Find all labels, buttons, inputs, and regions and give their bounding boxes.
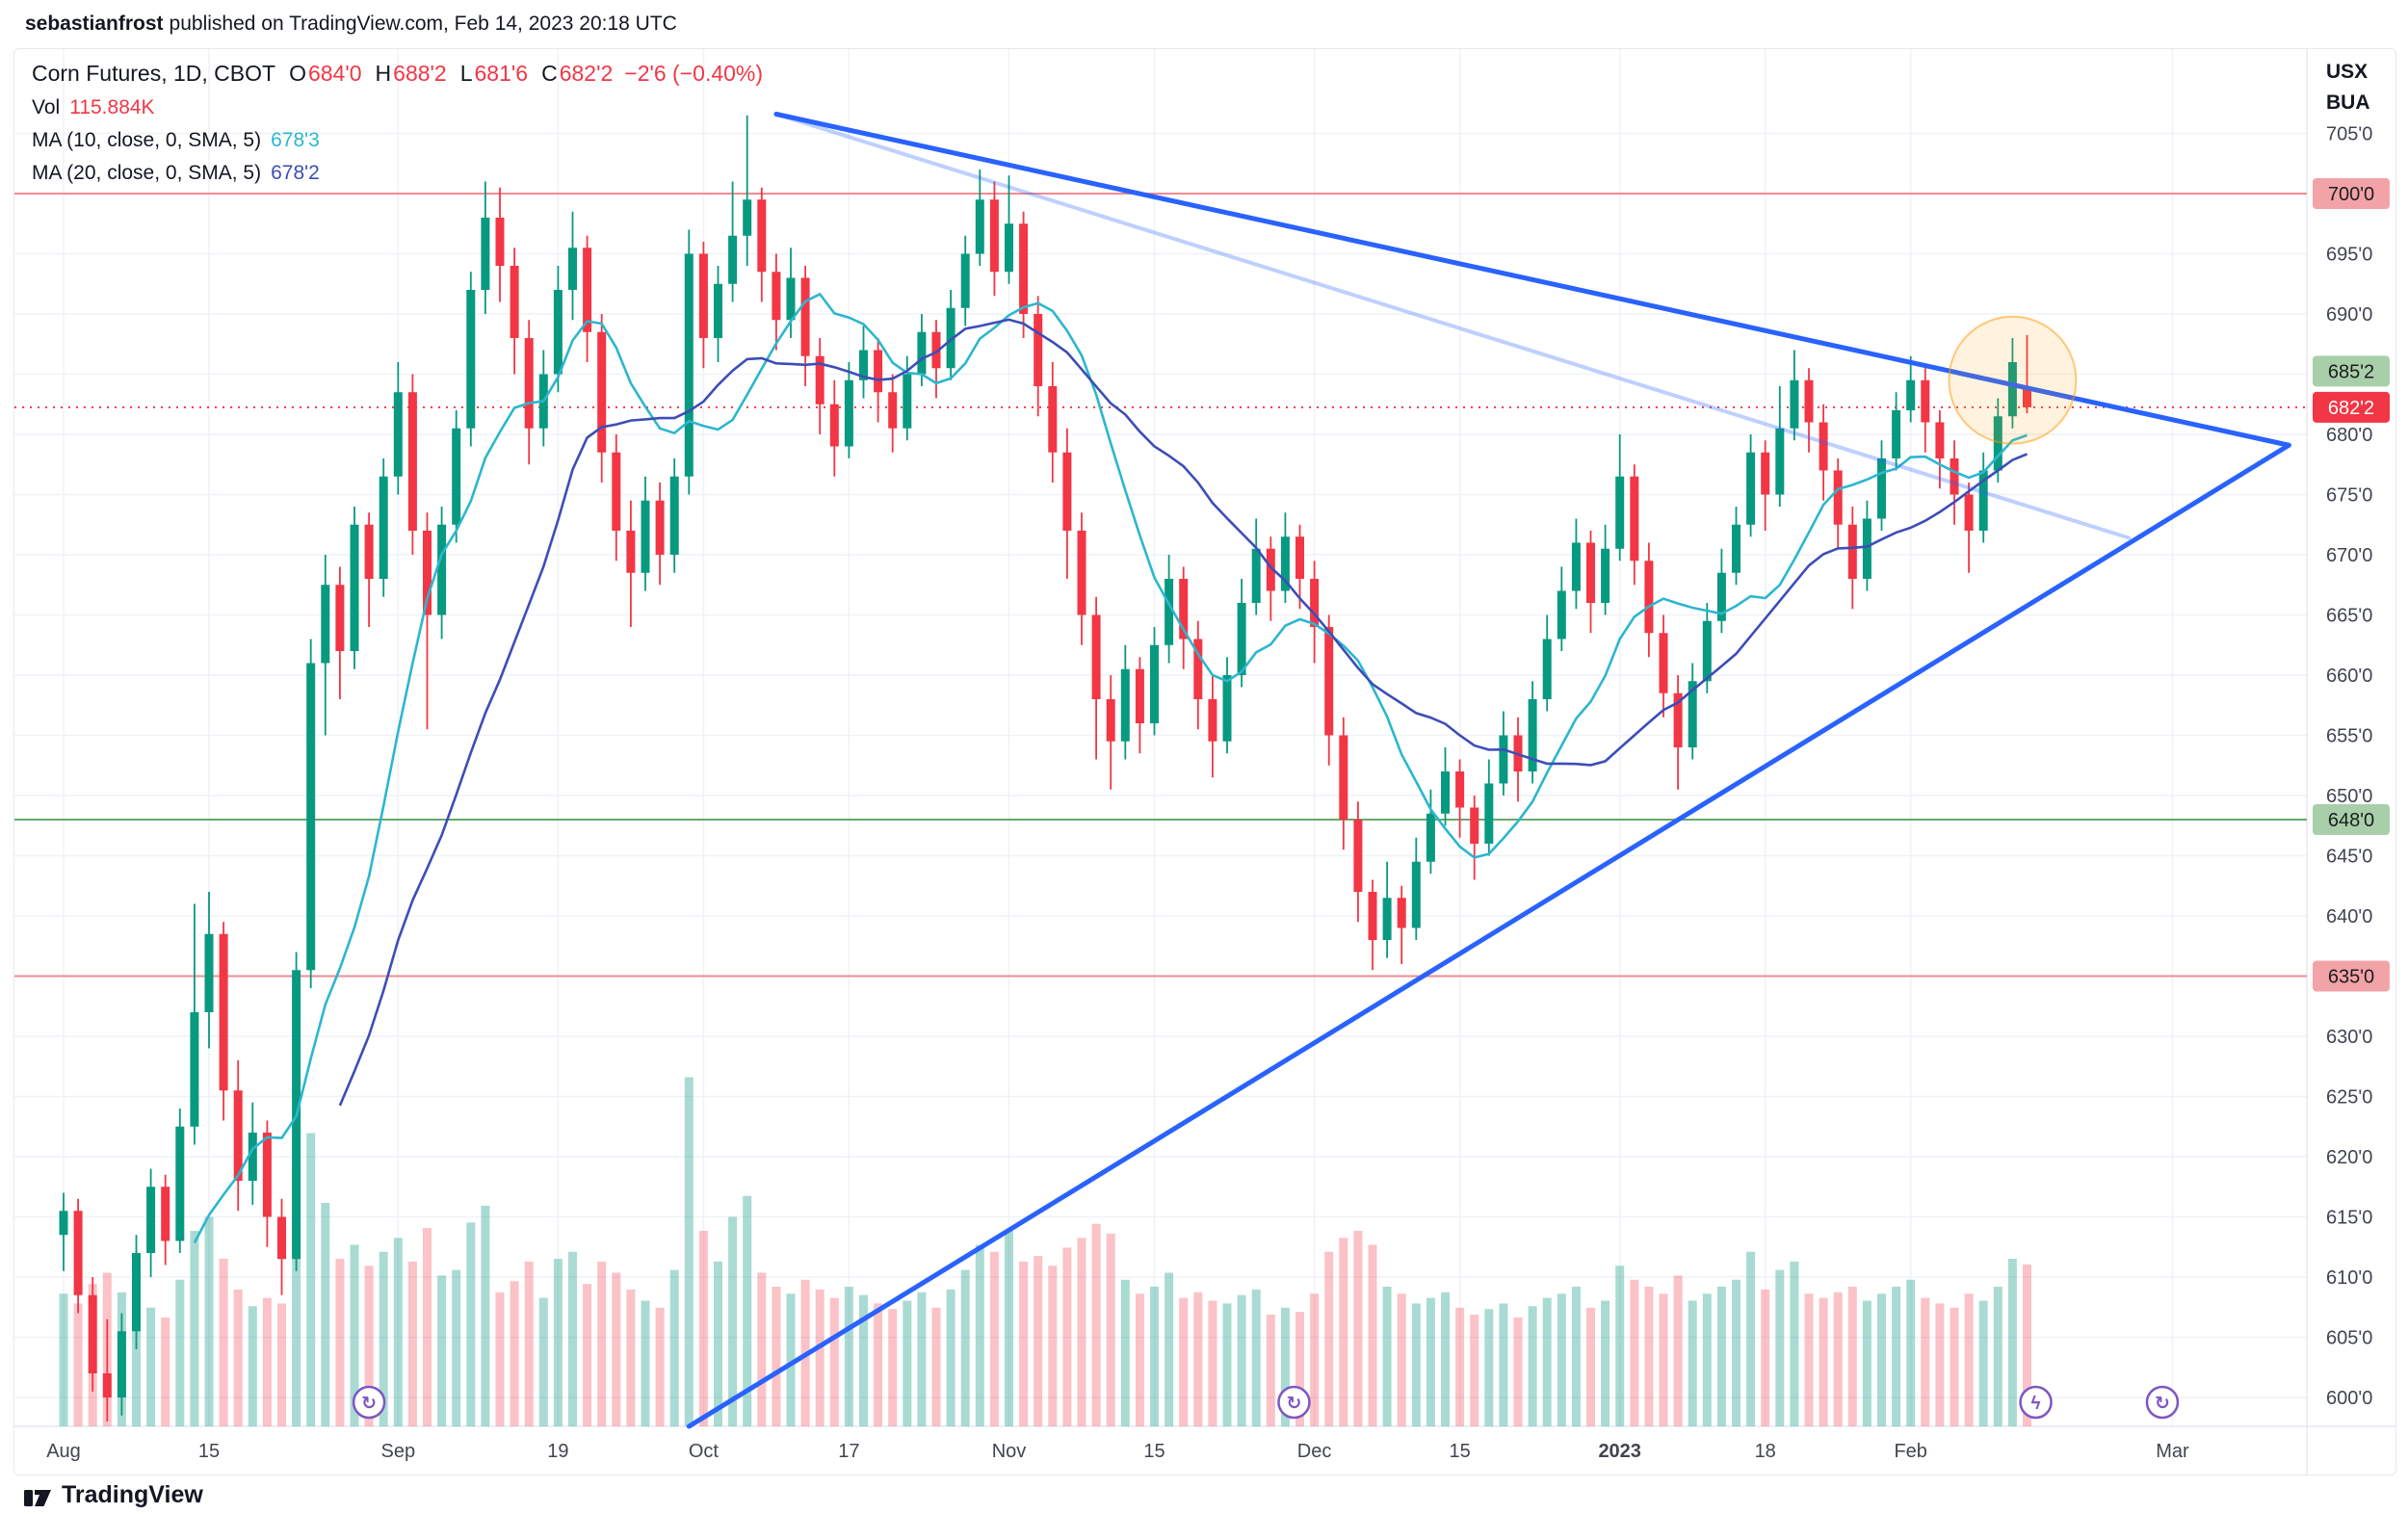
low-label: L <box>459 61 473 86</box>
ma10-row[interactable]: MA (10, close, 0, SMA, 5) 678'3 <box>32 129 763 152</box>
svg-text:Aug: Aug <box>46 1441 81 1462</box>
event-marker <box>352 1385 386 1420</box>
ma10-value: 678'3 <box>271 129 320 151</box>
svg-text:700'0: 700'0 <box>2328 184 2374 205</box>
svg-text:645'0: 645'0 <box>2326 847 2372 868</box>
ma20-label: MA (20, close, 0, SMA, 5) <box>32 162 262 184</box>
publish-info: published on TradingView.com, Feb 14, 20… <box>169 13 677 35</box>
svg-text:19: 19 <box>547 1441 568 1462</box>
close-label: C <box>541 61 558 86</box>
svg-text:680'0: 680'0 <box>2326 425 2372 446</box>
highlight-annotation <box>1948 315 2078 445</box>
svg-text:ϟ: ϟ <box>2031 1394 2041 1414</box>
chart-legend: Corn Futures, 1D, CBOT O684'0 H688'2 L681'6… <box>32 61 763 185</box>
change-value: −2'6 (−0.40%) <box>624 61 764 86</box>
publish-marker <box>2019 1385 2053 1420</box>
volume-row[interactable]: Vol 115.884K <box>32 96 763 119</box>
chart-card: 705'0700'0695'0690'0685'0680'0675'0670'0… <box>13 48 2396 1475</box>
low-value: 681'6 <box>474 61 529 86</box>
open-value: 684'0 <box>307 61 362 86</box>
price-badges: 700'0 685'2 648'0 635'0 682'2 <box>2313 178 2390 992</box>
symbol-title: Corn Futures, 1D, CBOT <box>32 61 276 86</box>
author-name[interactable]: sebastianfrost <box>25 13 164 35</box>
candlestick-series[interactable] <box>59 115 2032 1422</box>
open-label: O <box>289 61 306 86</box>
ma10-label: MA (10, close, 0, SMA, 5) <box>32 129 262 151</box>
time-axis[interactable]: Aug 15 Sep 19 Oct 17 Nov 15 Dec 15 2023 18 Feb Mar <box>46 1441 2189 1462</box>
volume-label: Vol <box>32 96 61 118</box>
svg-text:↻: ↻ <box>1286 1394 1301 1414</box>
svg-text:675'0: 675'0 <box>2326 485 2372 507</box>
svg-text:USX: USX <box>2326 61 2368 83</box>
svg-text:2023: 2023 <box>1598 1441 1641 1462</box>
svg-text:15: 15 <box>1143 1441 1165 1462</box>
symbol-row[interactable]: Corn Futures, 1D, CBOT O684'0 H688'2 L681'6… <box>32 61 763 87</box>
svg-text:695'0: 695'0 <box>2326 245 2372 266</box>
svg-text:705'0: 705'0 <box>2326 124 2372 145</box>
volume-series <box>59 1077 2031 1426</box>
svg-text:Oct: Oct <box>689 1441 720 1462</box>
event-marker <box>1277 1385 1311 1420</box>
svg-text:620'0: 620'0 <box>2326 1147 2372 1168</box>
svg-text:Nov: Nov <box>992 1441 1027 1462</box>
svg-text:Mar: Mar <box>2156 1441 2189 1462</box>
ma20-row[interactable]: MA (20, close, 0, SMA, 5) 678'2 <box>32 162 763 185</box>
tradingview-logo-icon[interactable] <box>23 1480 52 1509</box>
high-value: 688'2 <box>393 61 447 86</box>
axis-unit-labels: USX BUA <box>2326 61 2370 114</box>
svg-text:615'0: 615'0 <box>2326 1208 2372 1229</box>
svg-text:630'0: 630'0 <box>2326 1027 2372 1048</box>
svg-text:BUA: BUA <box>2326 91 2370 114</box>
price-chart[interactable]: 705'0700'0695'0690'0685'0680'0675'0670'0… <box>14 49 2395 1475</box>
publish-header: sebastianfrost published on TradingView.c… <box>0 0 2408 48</box>
svg-text:15: 15 <box>198 1441 220 1462</box>
close-value: 682'2 <box>559 61 614 86</box>
high-label: H <box>375 61 392 86</box>
svg-text:655'0: 655'0 <box>2326 726 2372 747</box>
svg-text:↻: ↻ <box>2155 1394 2170 1414</box>
ma10-line <box>193 292 2028 1244</box>
svg-text:Sep: Sep <box>381 1441 416 1462</box>
price-axis[interactable]: 705'0700'0695'0690'0685'0680'0675'0670'0… <box>2326 124 2372 1410</box>
volume-value: 115.884K <box>69 96 155 118</box>
footer: TradingView <box>23 1477 203 1512</box>
svg-text:640'0: 640'0 <box>2326 906 2372 927</box>
event-marker <box>2145 1385 2180 1420</box>
svg-text:18: 18 <box>1755 1441 1776 1462</box>
svg-text:600'0: 600'0 <box>2326 1388 2372 1409</box>
svg-text:635'0: 635'0 <box>2328 967 2374 988</box>
svg-text:660'0: 660'0 <box>2326 666 2372 687</box>
svg-text:690'0: 690'0 <box>2326 304 2372 326</box>
svg-text:648'0: 648'0 <box>2328 810 2374 831</box>
svg-text:685'2: 685'2 <box>2328 361 2374 382</box>
svg-text:Feb: Feb <box>1894 1441 1926 1462</box>
svg-text:625'0: 625'0 <box>2326 1087 2372 1109</box>
ma20-line <box>338 318 2028 1107</box>
svg-text:610'0: 610'0 <box>2326 1267 2372 1289</box>
level-lines[interactable] <box>14 193 2307 978</box>
ma20-value: 678'2 <box>271 162 320 184</box>
event-markers[interactable]: ↻ ↻ ϟ ↻ <box>352 1385 2180 1420</box>
ma-lines <box>193 292 2028 1244</box>
svg-text:↻: ↻ <box>361 1394 377 1414</box>
svg-text:15: 15 <box>1449 1441 1470 1462</box>
svg-text:605'0: 605'0 <box>2326 1328 2372 1349</box>
grid-lines <box>14 49 2395 1475</box>
svg-text:Dec: Dec <box>1297 1441 1332 1462</box>
svg-text:17: 17 <box>838 1441 859 1462</box>
svg-text:682'2: 682'2 <box>2328 398 2374 419</box>
trendlines[interactable] <box>686 112 2291 1429</box>
svg-text:650'0: 650'0 <box>2326 786 2372 807</box>
svg-text:670'0: 670'0 <box>2326 545 2372 566</box>
svg-text:665'0: 665'0 <box>2326 606 2372 627</box>
brand-name[interactable]: TradingView <box>62 1480 203 1508</box>
